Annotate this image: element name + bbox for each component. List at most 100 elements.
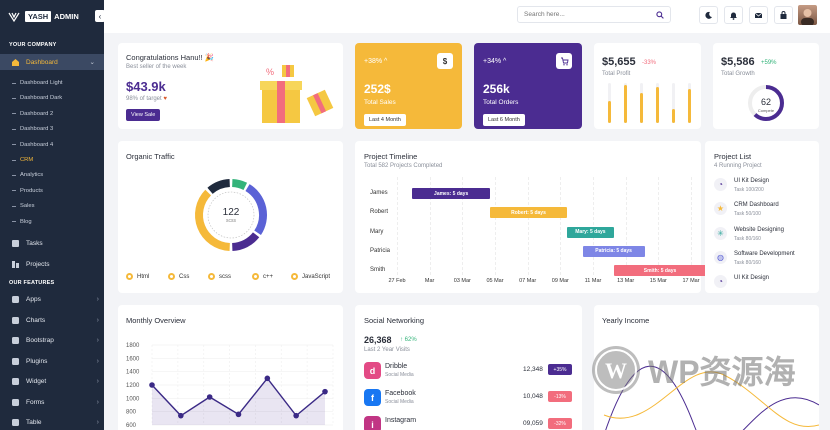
gantt-tick-label: Mar xyxy=(424,278,435,284)
chevron-right-icon: › xyxy=(96,316,99,324)
gantt-tick-label: 15 Mar xyxy=(649,278,667,284)
donut-segment-html[interactable] xyxy=(231,179,248,191)
social-badge: +35% xyxy=(548,364,572,375)
sales-period-button[interactable]: Last 4 Month xyxy=(364,114,406,126)
area-point[interactable] xyxy=(178,412,184,419)
search-icon[interactable] xyxy=(656,10,664,19)
donut-segment-javascript[interactable] xyxy=(207,179,231,194)
area-point[interactable] xyxy=(264,375,271,382)
gantt-gridline xyxy=(691,177,692,275)
profit-delta: -33% xyxy=(642,60,657,66)
brand[interactable]: YASH ADMIN xyxy=(0,0,104,33)
area-point[interactable] xyxy=(206,394,213,400)
area-point[interactable] xyxy=(293,412,299,419)
y-tick-label: 1600 xyxy=(126,356,140,362)
sidebar-subitem-dashboard-3[interactable]: Dashboard 3 xyxy=(12,126,53,132)
chevron-down-icon: ⌄ xyxy=(89,59,95,66)
legend-css[interactable]: Css xyxy=(168,273,189,280)
project-list-item[interactable]: ◔ UI Kit Design Task 100/200 xyxy=(714,177,814,197)
orders-delta: +34% ^ xyxy=(483,58,507,65)
dash-icon xyxy=(12,205,16,207)
gantt-bar[interactable]: Mary: 5 days xyxy=(567,226,614,238)
sidebar-item-apps[interactable]: Apps › xyxy=(11,295,99,304)
donut-segment-scss[interactable] xyxy=(231,232,260,251)
gantt-row-label: Patricia xyxy=(370,247,391,254)
legend-label: Html xyxy=(137,273,150,280)
project-list-item[interactable]: ◔ UI Kit Design xyxy=(714,274,814,294)
project-list-item[interactable]: ◍ Software Development Task 80/160 xyxy=(714,250,814,270)
sidebar-item-tasks[interactable]: Tasks xyxy=(11,239,99,248)
gantt-bar[interactable]: Patricia: 5 days xyxy=(582,245,645,257)
sidebar-item-projects[interactable]: Projects xyxy=(11,260,99,269)
sidebar-subitem-dashboard-dark[interactable]: Dashboard Dark xyxy=(12,95,62,101)
sidebar-subitem-dashboard-2[interactable]: Dashboard 2 xyxy=(12,111,53,117)
gantt-bar[interactable]: Smith: 5 days xyxy=(613,265,707,277)
facebook-icon: f xyxy=(364,389,381,406)
sidebar-item-label: Widget xyxy=(26,378,47,385)
notifications-button[interactable] xyxy=(724,6,743,24)
organic-donut-chart: 122 scss xyxy=(195,179,267,251)
sidebar-subitem-crm[interactable]: CRM xyxy=(12,157,33,163)
project-list-item[interactable]: ★ CRM Dashboard Task 50/100 xyxy=(714,201,814,221)
sidebar-collapse-button[interactable]: ‹ xyxy=(95,10,105,22)
sidebar-item-charts[interactable]: Charts › xyxy=(11,316,99,325)
sidebar-item-dashboard[interactable]: Dashboard ⌄ xyxy=(0,54,104,70)
donut-segment-css[interactable] xyxy=(245,184,267,235)
y-tick-label: 1400 xyxy=(126,370,140,376)
gauge-arc xyxy=(748,85,784,121)
messages-button[interactable] xyxy=(749,6,768,24)
social-row-dribble[interactable]: d Dribble Social Media 12,348 +35% xyxy=(364,362,576,384)
area-point[interactable] xyxy=(235,411,242,418)
gantt-row-label: Robert xyxy=(370,209,389,216)
sidebar-subitem-dashboard-4[interactable]: Dashboard 4 xyxy=(12,142,53,148)
sidebar-item-widget[interactable]: Widget › xyxy=(11,377,99,386)
sidebar-subitem-sales[interactable]: Sales xyxy=(12,203,35,209)
growth-gauge: 62 Compete xyxy=(748,85,784,121)
sidebar-subitem-analytics[interactable]: Analytics xyxy=(12,172,43,178)
heart-icon: ♥ xyxy=(163,96,167,102)
yearly-income-card: Yearly Income xyxy=(594,305,819,430)
y-tick-label: 1000 xyxy=(126,396,140,402)
view-sale-button[interactable]: View Sale xyxy=(126,109,161,121)
area-point[interactable] xyxy=(322,388,328,395)
legend-scss[interactable]: scss xyxy=(208,273,231,280)
search-box[interactable] xyxy=(517,6,671,23)
area-point[interactable] xyxy=(149,382,155,388)
cart-button[interactable] xyxy=(774,6,793,24)
theme-toggle-button[interactable] xyxy=(699,6,718,24)
social-row-instagram[interactable]: i Instagram 09,059 -32% xyxy=(364,416,576,430)
sidebar-subitem-products[interactable]: Products xyxy=(12,188,43,194)
bag-icon xyxy=(780,10,787,19)
social-row-facebook[interactable]: f Facebook Social Media 10,048 -13% xyxy=(364,389,576,411)
sidebar-subitem-blog[interactable]: Blog xyxy=(12,219,32,225)
sidebar-item-label: Apps xyxy=(26,296,41,303)
search-input[interactable] xyxy=(524,11,644,18)
sidebar-item-forms[interactable]: Forms › xyxy=(11,398,99,407)
legend-html[interactable]: Html xyxy=(126,273,149,280)
user-photo xyxy=(801,9,814,25)
gantt-row-label: James xyxy=(370,190,388,196)
legend-cpp[interactable]: c++ xyxy=(252,273,273,280)
gantt-bar[interactable]: James: 5 days xyxy=(412,188,490,199)
orders-period-button[interactable]: Last 6 Month xyxy=(483,114,525,126)
gauge-value: 62 xyxy=(761,97,771,107)
yearly-title: Yearly Income xyxy=(602,316,650,325)
sidebar-item-bootstrap[interactable]: Bootstrap › xyxy=(11,336,99,345)
total-sales-card: +38% ^ $ 252$ Total Sales Last 4 Month xyxy=(355,43,462,129)
sidebar-item-plugins[interactable]: Plugins › xyxy=(11,357,99,366)
globe-icon: ◍ xyxy=(714,250,727,264)
legend-dot xyxy=(208,273,215,280)
instagram-icon: i xyxy=(364,416,381,430)
gantt-bar[interactable]: Robert: 5 days xyxy=(489,207,568,219)
sidebar-subitem-label: Products xyxy=(20,187,43,194)
legend-dot xyxy=(126,273,133,280)
donut-segment-cp+[interactable] xyxy=(195,189,231,251)
gantt-gridline xyxy=(527,177,529,275)
sidebar-item-table[interactable]: Table › xyxy=(11,418,99,427)
legend-javascript[interactable]: JavaScript xyxy=(291,273,330,280)
project-list-subtitle: 4 Running Project xyxy=(714,163,762,169)
sidebar-subitem-dashboard-light[interactable]: Dashboard Light xyxy=(12,80,63,86)
profit-bar xyxy=(640,93,643,123)
project-list-item[interactable]: ✳ Website Designing Task 80/160 xyxy=(714,226,814,246)
avatar[interactable] xyxy=(798,5,817,25)
